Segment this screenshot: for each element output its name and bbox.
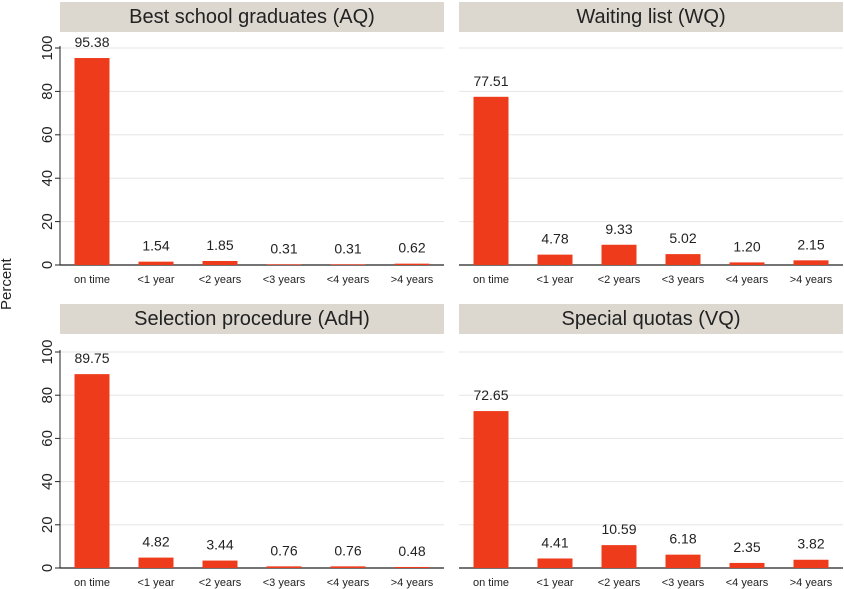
bar-adh-1 bbox=[138, 557, 174, 568]
category-label-aq-0: on time bbox=[74, 274, 110, 286]
category-label-wq-5: >4 years bbox=[790, 274, 833, 286]
value-label-adh-5: 0.48 bbox=[398, 543, 425, 559]
category-label-wq-4: <4 years bbox=[726, 274, 769, 286]
category-label-wq-1: <1 year bbox=[537, 274, 574, 286]
category-label-aq-3: <3 years bbox=[263, 274, 306, 286]
bar-vq-2 bbox=[601, 545, 637, 568]
y-tick-label-aq-0: 0 bbox=[39, 261, 56, 269]
category-label-vq-2: <2 years bbox=[598, 577, 641, 589]
category-label-vq-4: <4 years bbox=[726, 577, 769, 589]
value-label-adh-0: 89.75 bbox=[74, 350, 109, 366]
category-label-vq-1: <1 year bbox=[537, 577, 574, 589]
category-label-adh-4: <4 years bbox=[327, 577, 370, 589]
bar-aq-4 bbox=[330, 264, 366, 265]
y-tick-label-aq-20: 20 bbox=[39, 213, 56, 230]
value-label-wq-0: 77.51 bbox=[473, 73, 508, 89]
bar-wq-1 bbox=[537, 254, 573, 265]
value-label-vq-3: 6.18 bbox=[669, 531, 696, 547]
value-label-vq-1: 4.41 bbox=[541, 534, 568, 550]
value-label-aq-5: 0.62 bbox=[398, 240, 425, 256]
category-label-adh-2: <2 years bbox=[199, 577, 242, 589]
value-label-adh-4: 0.76 bbox=[334, 542, 361, 558]
value-label-vq-4: 2.35 bbox=[733, 539, 760, 555]
y-tick-label-aq-80: 80 bbox=[39, 83, 56, 100]
panel-title-wq: Waiting list (WQ) bbox=[459, 2, 843, 32]
category-label-wq-2: <2 years bbox=[598, 274, 641, 286]
y-tick-label-adh-60: 60 bbox=[39, 430, 56, 447]
category-label-adh-3: <3 years bbox=[263, 577, 306, 589]
bar-aq-5 bbox=[394, 263, 430, 265]
value-label-wq-2: 9.33 bbox=[605, 221, 632, 237]
bar-adh-2 bbox=[202, 560, 238, 568]
value-label-aq-2: 1.85 bbox=[206, 237, 233, 253]
category-label-wq-3: <3 years bbox=[662, 274, 705, 286]
bar-aq-2 bbox=[202, 260, 238, 265]
y-tick-label-adh-80: 80 bbox=[39, 387, 56, 404]
category-label-vq-3: <3 years bbox=[662, 577, 705, 589]
category-label-aq-2: <2 years bbox=[199, 274, 242, 286]
bar-wq-5 bbox=[793, 260, 829, 265]
panel-title-adh: Selection procedure (AdH) bbox=[60, 304, 444, 334]
bar-aq-0 bbox=[74, 58, 110, 266]
value-label-wq-3: 5.02 bbox=[669, 230, 696, 246]
category-label-adh-5: >4 years bbox=[391, 577, 434, 589]
bar-wq-2 bbox=[601, 244, 637, 265]
category-label-aq-5: >4 years bbox=[391, 274, 434, 286]
category-label-aq-1: <1 year bbox=[138, 274, 175, 286]
bar-vq-0 bbox=[473, 411, 509, 568]
y-tick-label-aq-100: 100 bbox=[39, 35, 56, 60]
value-label-adh-1: 4.82 bbox=[142, 534, 169, 550]
bar-adh-0 bbox=[74, 374, 110, 568]
value-label-wq-1: 4.78 bbox=[541, 231, 568, 247]
y-tick-label-aq-40: 40 bbox=[39, 170, 56, 187]
value-label-vq-5: 3.82 bbox=[797, 536, 824, 552]
value-label-aq-4: 0.31 bbox=[334, 240, 361, 256]
value-label-vq-0: 72.65 bbox=[473, 387, 508, 403]
category-label-adh-0: on time bbox=[74, 577, 110, 589]
bar-vq-3 bbox=[665, 554, 701, 568]
bar-adh-5 bbox=[394, 566, 430, 568]
bar-wq-3 bbox=[665, 254, 701, 265]
value-label-adh-3: 0.76 bbox=[270, 542, 297, 558]
category-label-adh-1: <1 year bbox=[138, 577, 175, 589]
value-label-wq-5: 2.15 bbox=[797, 236, 824, 252]
y-tick-label-adh-0: 0 bbox=[39, 564, 56, 572]
bar-adh-4 bbox=[330, 566, 366, 568]
bar-vq-5 bbox=[793, 559, 829, 568]
category-label-vq-5: >4 years bbox=[790, 577, 833, 589]
value-label-aq-1: 1.54 bbox=[142, 238, 169, 254]
bar-adh-3 bbox=[266, 566, 302, 568]
bar-aq-1 bbox=[138, 261, 174, 265]
y-tick-label-adh-40: 40 bbox=[39, 473, 56, 490]
y-tick-label-adh-100: 100 bbox=[39, 339, 56, 364]
value-label-wq-4: 1.20 bbox=[733, 238, 760, 254]
category-label-aq-4: <4 years bbox=[327, 274, 370, 286]
panel-title-vq: Special quotas (VQ) bbox=[459, 304, 843, 334]
category-label-wq-0: on time bbox=[473, 274, 509, 286]
value-label-vq-2: 10.59 bbox=[601, 521, 636, 537]
value-label-adh-2: 3.44 bbox=[206, 537, 233, 553]
bar-vq-4 bbox=[729, 562, 765, 568]
bar-aq-3 bbox=[266, 264, 302, 265]
panel-title-aq: Best school graduates (AQ) bbox=[60, 2, 444, 32]
bar-vq-1 bbox=[537, 558, 573, 568]
category-label-vq-0: on time bbox=[473, 577, 509, 589]
y-tick-label-aq-60: 60 bbox=[39, 126, 56, 143]
bar-wq-0 bbox=[473, 96, 509, 265]
value-label-aq-3: 0.31 bbox=[270, 240, 297, 256]
bar-wq-4 bbox=[729, 262, 765, 265]
y-tick-label-adh-20: 20 bbox=[39, 516, 56, 533]
value-label-aq-0: 95.38 bbox=[74, 34, 109, 50]
